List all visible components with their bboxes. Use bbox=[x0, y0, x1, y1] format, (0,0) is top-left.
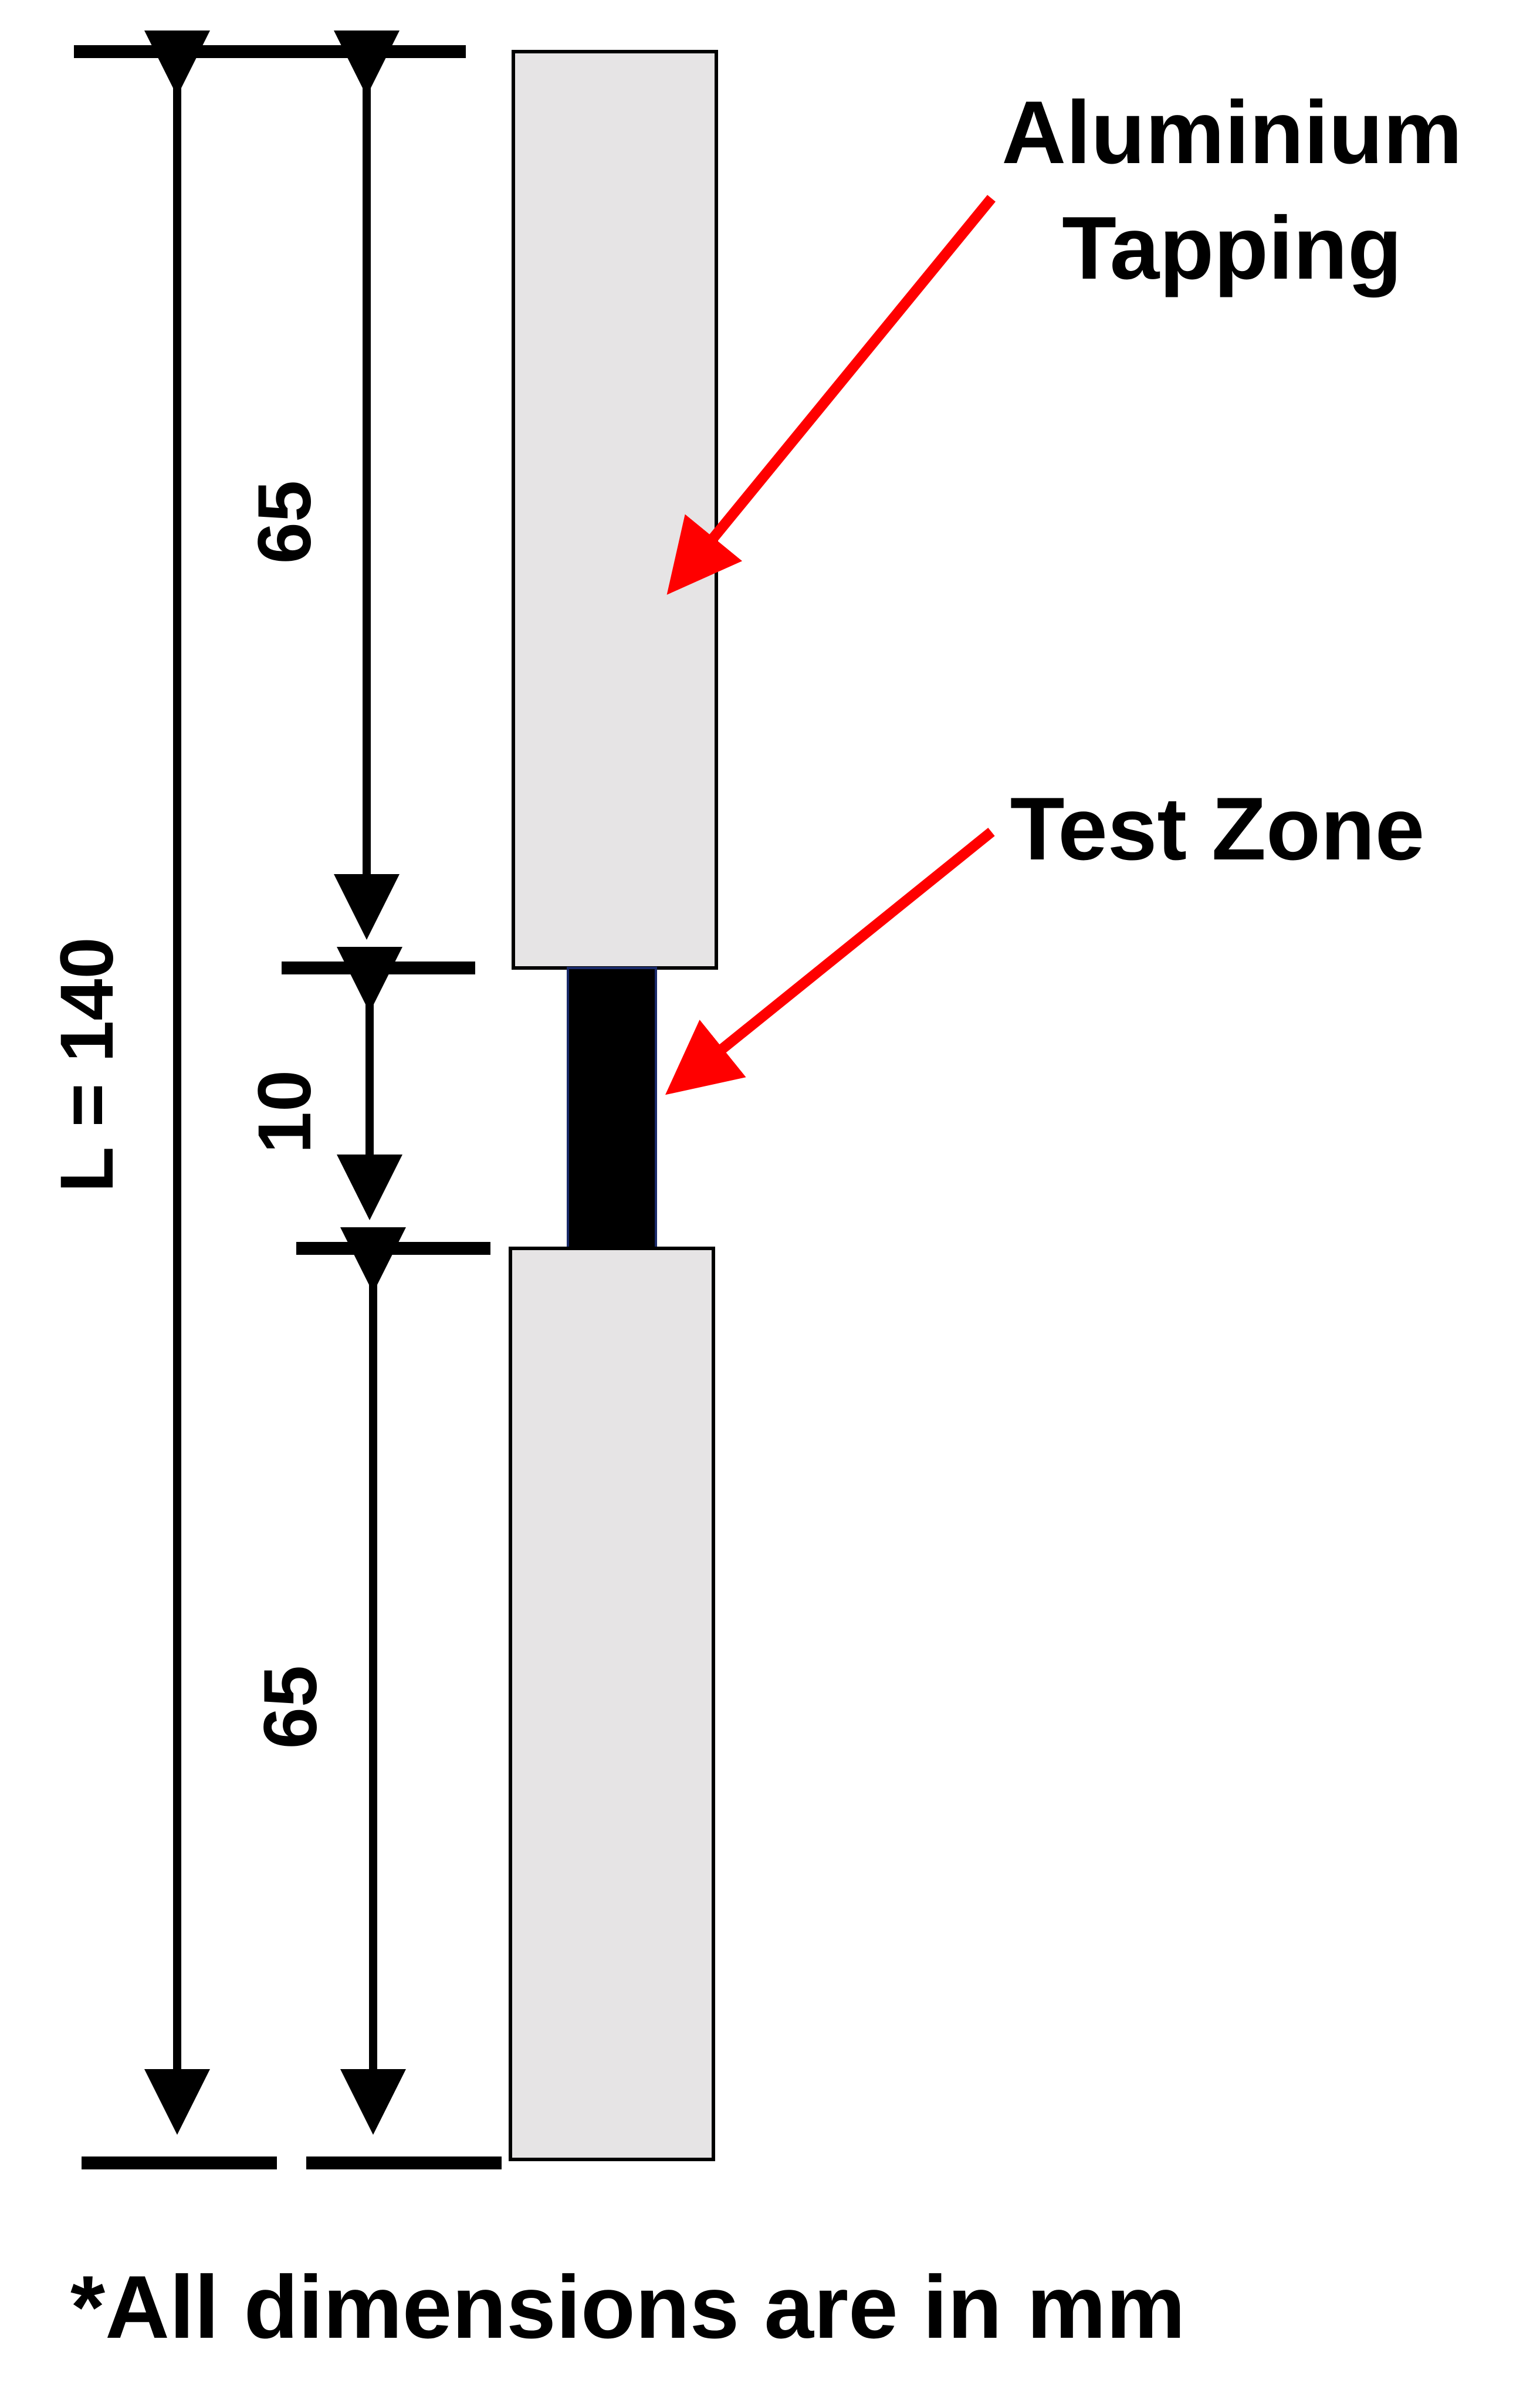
aluminium-callout-arrow bbox=[666, 195, 996, 595]
top-length-label: 65 bbox=[243, 480, 327, 564]
test-zone bbox=[567, 967, 657, 1250]
test-zone-callout-arrow bbox=[665, 827, 995, 1095]
units-footnote: *All dimensions are in mm bbox=[70, 2257, 1186, 2357]
top-aluminium-tapping bbox=[512, 50, 718, 970]
middle-length-label: 10 bbox=[243, 1070, 327, 1153]
aluminium-callout-label-line2: Tapping bbox=[1062, 198, 1402, 298]
aluminium-callout-label-line1: Aluminium bbox=[1001, 83, 1462, 182]
test-zone-callout-label: Test Zone bbox=[1010, 779, 1425, 879]
bottom-aluminium-tapping bbox=[509, 1247, 715, 2161]
total-length-label: L = 140 bbox=[45, 937, 129, 1192]
bottom-length-label: 65 bbox=[249, 1665, 333, 1749]
